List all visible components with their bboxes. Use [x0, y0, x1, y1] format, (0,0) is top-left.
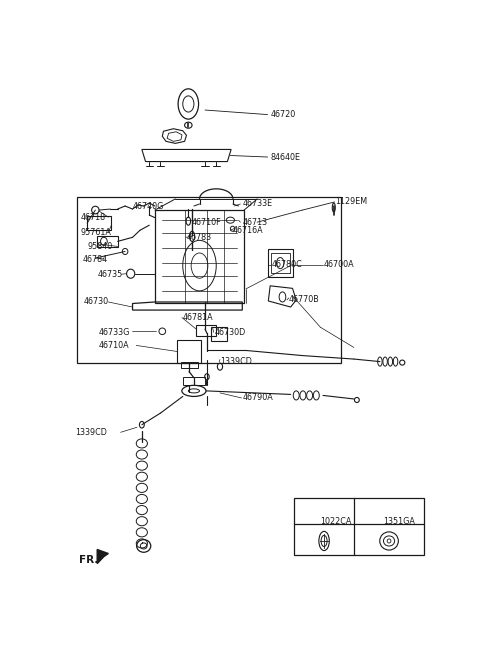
Text: 46710A: 46710A — [99, 341, 130, 350]
Text: 84640E: 84640E — [270, 152, 300, 161]
Bar — [155, 210, 244, 304]
Bar — [183, 377, 205, 385]
Bar — [97, 236, 118, 247]
Bar — [181, 361, 198, 367]
Text: 46700A: 46700A — [324, 260, 355, 269]
Text: 46784: 46784 — [83, 255, 108, 264]
Text: 46740G: 46740G — [132, 201, 164, 211]
Bar — [268, 249, 292, 277]
Text: 46730: 46730 — [84, 297, 108, 306]
Text: 95761A: 95761A — [81, 228, 111, 237]
Text: 46790A: 46790A — [242, 394, 273, 402]
Text: 46780C: 46780C — [272, 260, 303, 269]
Bar — [294, 498, 424, 554]
Bar — [211, 327, 228, 341]
Bar — [196, 325, 216, 337]
Text: 95840: 95840 — [88, 242, 113, 251]
Bar — [77, 197, 341, 363]
Text: 1022CA: 1022CA — [321, 517, 352, 525]
Text: 46730D: 46730D — [215, 328, 246, 337]
Text: 46733G: 46733G — [99, 328, 131, 337]
Text: 46735: 46735 — [97, 270, 122, 279]
Text: 46710F: 46710F — [192, 218, 222, 227]
Bar — [87, 216, 111, 230]
Text: 1129EM: 1129EM — [335, 197, 367, 207]
Text: 1351GA: 1351GA — [383, 517, 415, 525]
Text: 46783: 46783 — [186, 233, 212, 242]
Text: 1339CD: 1339CD — [220, 357, 252, 366]
Text: 46733E: 46733E — [242, 199, 273, 209]
Text: 46718: 46718 — [81, 213, 106, 222]
Bar — [177, 340, 202, 363]
Text: 46716A: 46716A — [233, 226, 264, 235]
Text: 46781A: 46781A — [183, 313, 214, 322]
Text: 46713: 46713 — [242, 218, 267, 227]
Bar — [271, 253, 290, 273]
Polygon shape — [97, 550, 108, 564]
Text: 1339CD: 1339CD — [75, 428, 107, 437]
Text: 46720: 46720 — [270, 110, 295, 119]
Text: 46770B: 46770B — [289, 295, 320, 304]
Text: FR.: FR. — [79, 554, 98, 565]
